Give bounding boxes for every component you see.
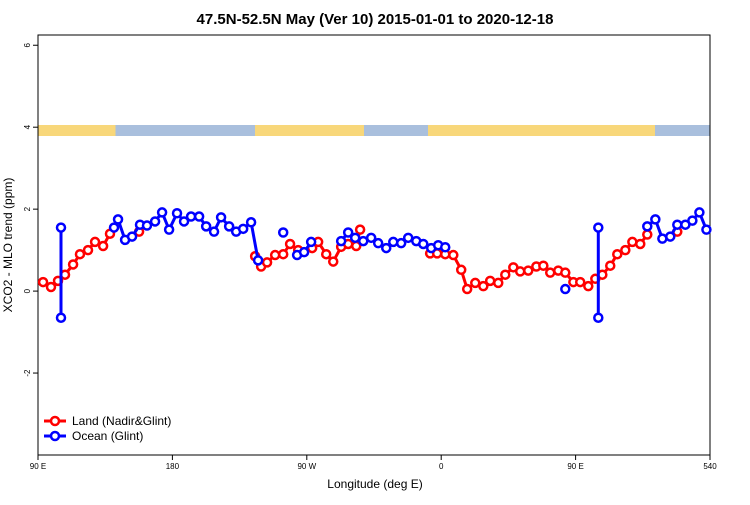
data-point: [112, 214, 124, 225]
data-point: [354, 224, 366, 235]
data-point: [687, 215, 698, 226]
data-point: [156, 207, 168, 218]
data-point: [583, 280, 594, 292]
data-point: [252, 255, 264, 266]
y-axis-label: XCO2 - MLO trend (ppm): [1, 178, 15, 313]
data-point: [469, 277, 481, 289]
data-point: [514, 266, 526, 277]
y-tick-label: 0: [23, 288, 32, 293]
data-point: [277, 227, 289, 238]
y-tick-label: 2: [23, 206, 32, 211]
data-point: [672, 219, 683, 230]
data-point: [277, 248, 289, 260]
data-point: [455, 264, 467, 276]
land-ocean-strip: [38, 125, 710, 136]
data-point: [149, 216, 161, 227]
data-point: [650, 214, 661, 225]
x-tick-label: 90 W: [297, 462, 316, 471]
legend-label: Land (Nadir&Glint): [72, 414, 171, 428]
data-point: [215, 212, 227, 223]
data-point: [261, 257, 273, 268]
x-tick-label: 90 E: [567, 462, 583, 471]
data-point: [372, 237, 384, 249]
data-point: [523, 265, 534, 276]
x-tick-label: 0: [439, 462, 444, 471]
data-point: [439, 242, 451, 253]
data-point: [193, 211, 205, 222]
x-axis-label: Longitude (deg E): [327, 477, 422, 491]
y-tick-label: -2: [23, 369, 32, 377]
data-point: [185, 211, 197, 222]
data-point: [642, 221, 653, 232]
data-point: [163, 224, 175, 235]
chart-title: 47.5N-52.5N May (Ver 10) 2015-01-01 to 2…: [197, 11, 554, 28]
data-point: [701, 224, 712, 235]
y-tick-label: 6: [23, 42, 32, 47]
x-tick-label: 540: [703, 462, 717, 471]
data-point: [544, 267, 556, 278]
data-point: [178, 216, 190, 227]
data-point: [342, 227, 354, 238]
data-point: [694, 207, 705, 218]
data-point: [492, 277, 504, 289]
data-point: [223, 221, 235, 232]
data-point: [538, 260, 549, 271]
data-point: [612, 248, 623, 260]
data-point: [82, 244, 94, 256]
data-point: [418, 238, 429, 250]
data-point: [327, 256, 339, 267]
data-point: [45, 281, 57, 293]
plot-frame: [37, 34, 711, 456]
data-point: [560, 267, 571, 278]
data-point: [108, 222, 120, 233]
data-point: [395, 237, 407, 249]
data-point: [67, 259, 79, 270]
data-point: [305, 236, 317, 248]
data-point: [55, 222, 67, 233]
data-point: [478, 280, 489, 292]
data-point: [461, 283, 473, 295]
data-point: [574, 276, 586, 288]
data-point: [349, 232, 361, 244]
data-point: [126, 231, 138, 242]
data-point: [665, 231, 676, 242]
legend-marker: [49, 415, 61, 427]
data-point: [320, 248, 332, 260]
data-point: [298, 246, 310, 258]
data-point: [448, 249, 459, 261]
data-point: [388, 236, 399, 248]
data-point: [335, 235, 347, 247]
y-tick-label: 4: [23, 124, 32, 129]
data-point: [208, 226, 220, 237]
data-point: [171, 207, 183, 219]
data-point: [284, 238, 296, 250]
data-point: [269, 249, 281, 261]
data-point: [365, 232, 377, 244]
data-point: [380, 242, 392, 254]
data-point: [237, 223, 249, 235]
x-tick-label: 180: [166, 462, 180, 471]
data-point: [89, 236, 101, 248]
data-point: [560, 283, 571, 295]
data-point: [620, 244, 631, 256]
data-point: [245, 217, 257, 228]
data-point: [604, 260, 616, 271]
data-point: [593, 312, 604, 323]
data-point: [642, 229, 653, 240]
data-point: [200, 221, 212, 232]
data-point: [635, 238, 646, 250]
data-point: [97, 240, 109, 252]
legend-label: Ocean (Glint): [72, 429, 143, 443]
data-point: [500, 269, 511, 280]
data-point: [593, 222, 604, 233]
data-point: [74, 248, 86, 260]
data-point: [141, 220, 153, 231]
data-point: [55, 312, 67, 323]
data-point: [37, 276, 49, 288]
data-point: [484, 275, 496, 287]
x-tick-label: 90 E: [30, 462, 46, 471]
legend-marker: [49, 430, 61, 442]
data-point: [402, 232, 414, 244]
